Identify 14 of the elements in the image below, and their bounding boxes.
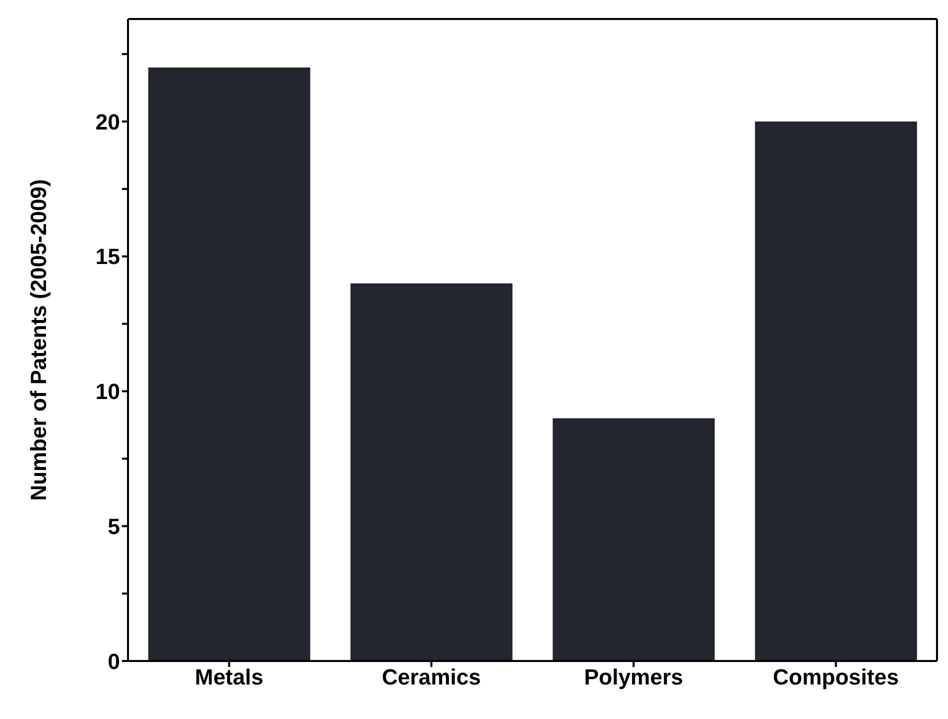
y-tick-label: 10 <box>96 379 120 404</box>
y-tick-label: 5 <box>108 514 120 539</box>
bar <box>552 418 715 661</box>
y-tick-label: 20 <box>96 109 120 134</box>
bar <box>754 122 917 661</box>
y-axis-title: Number of Patents (2005-2009) <box>26 179 51 501</box>
x-tick-label: Metals <box>194 664 264 690</box>
bar <box>350 283 512 661</box>
x-tick-label: Composites <box>772 664 899 690</box>
bar <box>148 68 310 661</box>
y-tick-label: 0 <box>108 648 120 674</box>
y-tick-label: 15 <box>96 244 120 270</box>
x-tick-label: Polymers <box>584 664 684 690</box>
x-tick-label: Ceramics <box>382 664 481 690</box>
